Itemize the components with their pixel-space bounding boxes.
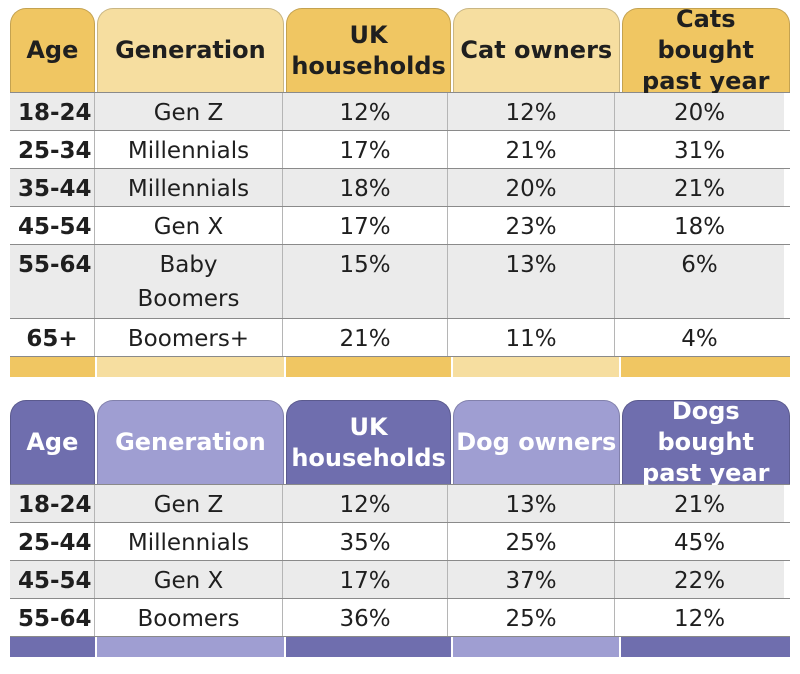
generation-cell: Gen X — [95, 561, 283, 598]
generation-cell: Boomers — [95, 599, 283, 636]
bought-cell: 20% — [615, 93, 784, 130]
age-cell: 25-34 — [10, 131, 95, 168]
households-cell: 17% — [283, 561, 448, 598]
header-age: Age — [10, 8, 95, 92]
owners-cell: 12% — [448, 93, 615, 130]
footer-cell — [10, 357, 95, 377]
owners-cell: 25% — [448, 523, 615, 560]
header-generation: Generation — [96, 400, 285, 484]
households-cell: 17% — [283, 207, 448, 244]
footer-cell — [10, 637, 95, 657]
households-cell: 12% — [283, 93, 448, 130]
generation-cell: Boomers+ — [95, 319, 283, 356]
households-cell: 36% — [283, 599, 448, 636]
bought-cell: 12% — [615, 599, 784, 636]
households-cell: 17% — [283, 131, 448, 168]
table-row: 45-54 Gen X 17% 23% 18% — [10, 206, 790, 244]
header-age: Age — [10, 400, 95, 484]
header-dog-owners: Dog owners — [453, 400, 620, 484]
footer-cell — [96, 357, 285, 377]
footer-cell — [286, 637, 451, 657]
age-cell: 65+ — [10, 319, 95, 356]
age-cell: 45-54 — [10, 561, 95, 598]
table-row: 25-34 Millennials 17% 21% 31% — [10, 130, 790, 168]
owners-cell: 11% — [448, 319, 615, 356]
generation-cell: Millennials — [95, 169, 283, 206]
generation-cell: Millennials — [95, 523, 283, 560]
footer-cell — [286, 357, 451, 377]
age-cell: 55-64 — [10, 245, 95, 318]
age-cell: 18-24 — [10, 485, 95, 522]
dog-ownership-table: Age Generation UK households Dog owners … — [10, 397, 790, 657]
households-cell: 12% — [283, 485, 448, 522]
table-footer-bar — [10, 636, 790, 657]
households-cell: 15% — [283, 245, 448, 318]
age-cell: 45-54 — [10, 207, 95, 244]
footer-cell — [452, 637, 620, 657]
owners-cell: 23% — [448, 207, 615, 244]
generation-cell: Millennials — [95, 131, 283, 168]
age-cell: 18-24 — [10, 93, 95, 130]
table-row: 55-64 Baby Boomers 15% 13% 6% — [10, 244, 790, 318]
age-cell: 35-44 — [10, 169, 95, 206]
generation-cell: Gen Z — [95, 93, 283, 130]
header-cats-bought-text: Cats bought past year — [642, 5, 770, 95]
table-row: 55-64 Boomers 36% 25% 12% — [10, 598, 790, 636]
age-cell: 55-64 — [10, 599, 95, 636]
footer-cell — [452, 357, 620, 377]
bought-cell: 22% — [615, 561, 784, 598]
owners-cell: 20% — [448, 169, 615, 206]
header-uk-households-text: UK households — [291, 20, 446, 80]
owners-cell: 25% — [448, 599, 615, 636]
households-cell: 21% — [283, 319, 448, 356]
bought-cell: 21% — [615, 485, 784, 522]
footer-cell — [96, 637, 285, 657]
header-cat-owners: Cat owners — [453, 8, 620, 92]
table-row: 18-24 Gen Z 12% 12% 20% — [10, 92, 790, 130]
header-uk-households: UK households — [286, 8, 452, 92]
owners-cell: 13% — [448, 245, 615, 318]
table-row: 18-24 Gen Z 12% 13% 21% — [10, 484, 790, 522]
generation-cell: Baby Boomers — [95, 245, 283, 318]
households-cell: 18% — [283, 169, 448, 206]
table-footer-bar — [10, 356, 790, 377]
generation-cell: Gen X — [95, 207, 283, 244]
age-cell: 25-44 — [10, 523, 95, 560]
header-generation: Generation — [96, 8, 285, 92]
table-header-row: Age Generation UK households Cat owners … — [10, 5, 790, 95]
owners-cell: 13% — [448, 485, 615, 522]
bought-cell: 18% — [615, 207, 784, 244]
footer-cell — [621, 637, 790, 657]
bought-cell: 31% — [615, 131, 784, 168]
bought-cell: 6% — [615, 245, 784, 318]
owners-cell: 21% — [448, 131, 615, 168]
bought-cell: 21% — [615, 169, 784, 206]
table-row: 25-44 Millennials 35% 25% 45% — [10, 522, 790, 560]
header-dogs-bought-text: Dogs bought past year — [642, 397, 770, 487]
bought-cell: 45% — [615, 523, 784, 560]
bought-cell: 4% — [615, 319, 784, 356]
cat-ownership-table: Age Generation UK households Cat owners … — [10, 5, 790, 377]
header-cats-bought: Cats bought past year — [621, 5, 790, 95]
header-uk-households: UK households — [286, 400, 452, 484]
header-uk-households-text: UK households — [291, 412, 446, 472]
households-cell: 35% — [283, 523, 448, 560]
footer-cell — [621, 357, 790, 377]
generation-cell: Gen Z — [95, 485, 283, 522]
table-row: 35-44 Millennials 18% 20% 21% — [10, 168, 790, 206]
table-header-row: Age Generation UK households Dog owners … — [10, 397, 790, 487]
owners-cell: 37% — [448, 561, 615, 598]
table-row: 45-54 Gen X 17% 37% 22% — [10, 560, 790, 598]
header-dogs-bought: Dogs bought past year — [621, 397, 790, 487]
table-row: 65+ Boomers+ 21% 11% 4% — [10, 318, 790, 356]
